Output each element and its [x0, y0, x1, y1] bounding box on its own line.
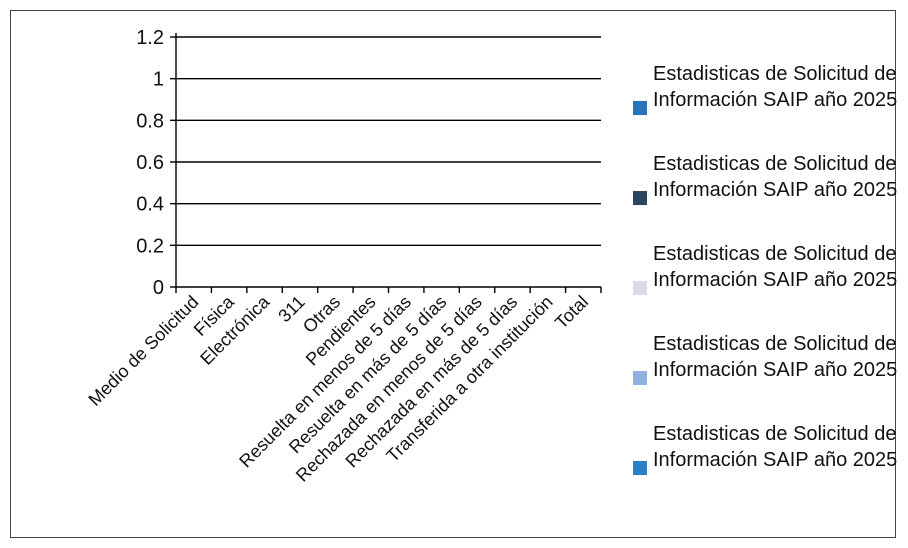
legend-item: Estadisticas de Solicitud de Información…	[633, 331, 908, 421]
legend-label: Estadisticas de Solicitud de Información…	[653, 153, 898, 201]
chart-legend: Estadisticas de Solicitud de Información…	[633, 61, 908, 516]
y-tick-label: 0.8	[136, 110, 164, 132]
legend-item: Estadisticas de Solicitud de Información…	[633, 241, 908, 331]
legend-swatch-icon	[633, 101, 647, 115]
x-tick-label: Total	[551, 292, 592, 333]
legend-label: Estadisticas de Solicitud de Información…	[653, 63, 898, 111]
y-tick-label: 1	[153, 69, 164, 91]
chart-frame: 0 0.2 0.4 0.6 0.8 1 1.2 Medio de Solicitud Físic…	[10, 10, 897, 538]
x-tick-label: Medio de Solicitud	[84, 292, 202, 410]
legend-swatch-icon	[633, 461, 647, 475]
y-tick-label: 1.2	[136, 27, 164, 49]
legend-swatch-icon	[633, 281, 647, 295]
y-tick-label: 0.6	[136, 152, 164, 174]
legend-item: Estadisticas de Solicitud de Información…	[633, 151, 908, 241]
legend-label: Estadisticas de Solicitud de Información…	[653, 423, 898, 471]
y-tick-label: 0	[153, 277, 164, 299]
legend-item: Estadisticas de Solicitud de Información…	[633, 61, 908, 151]
y-tick-label: 0.4	[136, 194, 164, 216]
y-tick-label: 0.2	[136, 235, 164, 257]
legend-swatch-icon	[633, 191, 647, 205]
legend-label: Estadisticas de Solicitud de Información…	[653, 333, 898, 381]
legend-item: Estadisticas de Solicitud de Información…	[633, 421, 908, 511]
legend-swatch-icon	[633, 371, 647, 385]
legend-label: Estadisticas de Solicitud de Información…	[653, 243, 898, 291]
